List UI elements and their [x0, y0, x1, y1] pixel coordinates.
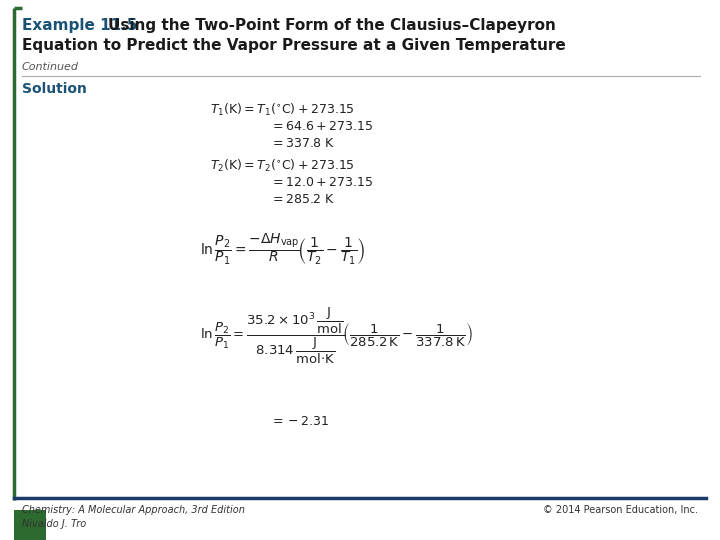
Text: Nivaldo J. Tro: Nivaldo J. Tro	[22, 519, 86, 529]
Text: $= -2.31$: $= -2.31$	[270, 415, 329, 428]
Text: © 2014 Pearson Education, Inc.: © 2014 Pearson Education, Inc.	[543, 505, 698, 515]
Text: $= 64.6 + 273.15$: $= 64.6 + 273.15$	[270, 120, 373, 133]
Text: Chemistry: A Molecular Approach, 3rd Edition: Chemistry: A Molecular Approach, 3rd Edi…	[22, 505, 245, 515]
Text: Continued: Continued	[22, 62, 79, 72]
Text: $\ln\dfrac{P_2}{P_1} = \dfrac{35.2\times10^3\,\dfrac{\mathrm{J}}{\mathrm{mol}}}{: $\ln\dfrac{P_2}{P_1} = \dfrac{35.2\times…	[200, 306, 473, 366]
Text: Example 11.5: Example 11.5	[22, 18, 138, 33]
Text: Using the Two-Point Form of the Clausius–Clapeyron: Using the Two-Point Form of the Clausius…	[108, 18, 556, 33]
Text: $= 12.0 + 273.15$: $= 12.0 + 273.15$	[270, 176, 373, 189]
Text: $= 337.8\ \mathrm{K}$: $= 337.8\ \mathrm{K}$	[270, 137, 336, 150]
Text: Solution: Solution	[22, 82, 87, 96]
Text: $= 285.2\ \mathrm{K}$: $= 285.2\ \mathrm{K}$	[270, 193, 335, 206]
Text: $\ln\dfrac{P_2}{P_1} = \dfrac{-\Delta H_{\mathrm{vap}}}{R}\!\left(\dfrac{1}{T_2}: $\ln\dfrac{P_2}{P_1} = \dfrac{-\Delta H_…	[200, 232, 366, 267]
Text: $T_2(\mathrm{K}) = T_2({}^{\circ}\mathrm{C}) + 273.15$: $T_2(\mathrm{K}) = T_2({}^{\circ}\mathrm…	[210, 158, 355, 174]
Text: $T_1(\mathrm{K}) = T_1({}^{\circ}\mathrm{C}) + 273.15$: $T_1(\mathrm{K}) = T_1({}^{\circ}\mathrm…	[210, 102, 355, 118]
Text: Equation to Predict the Vapor Pressure at a Given Temperature: Equation to Predict the Vapor Pressure a…	[22, 38, 566, 53]
Bar	[14, 510, 46, 540]
